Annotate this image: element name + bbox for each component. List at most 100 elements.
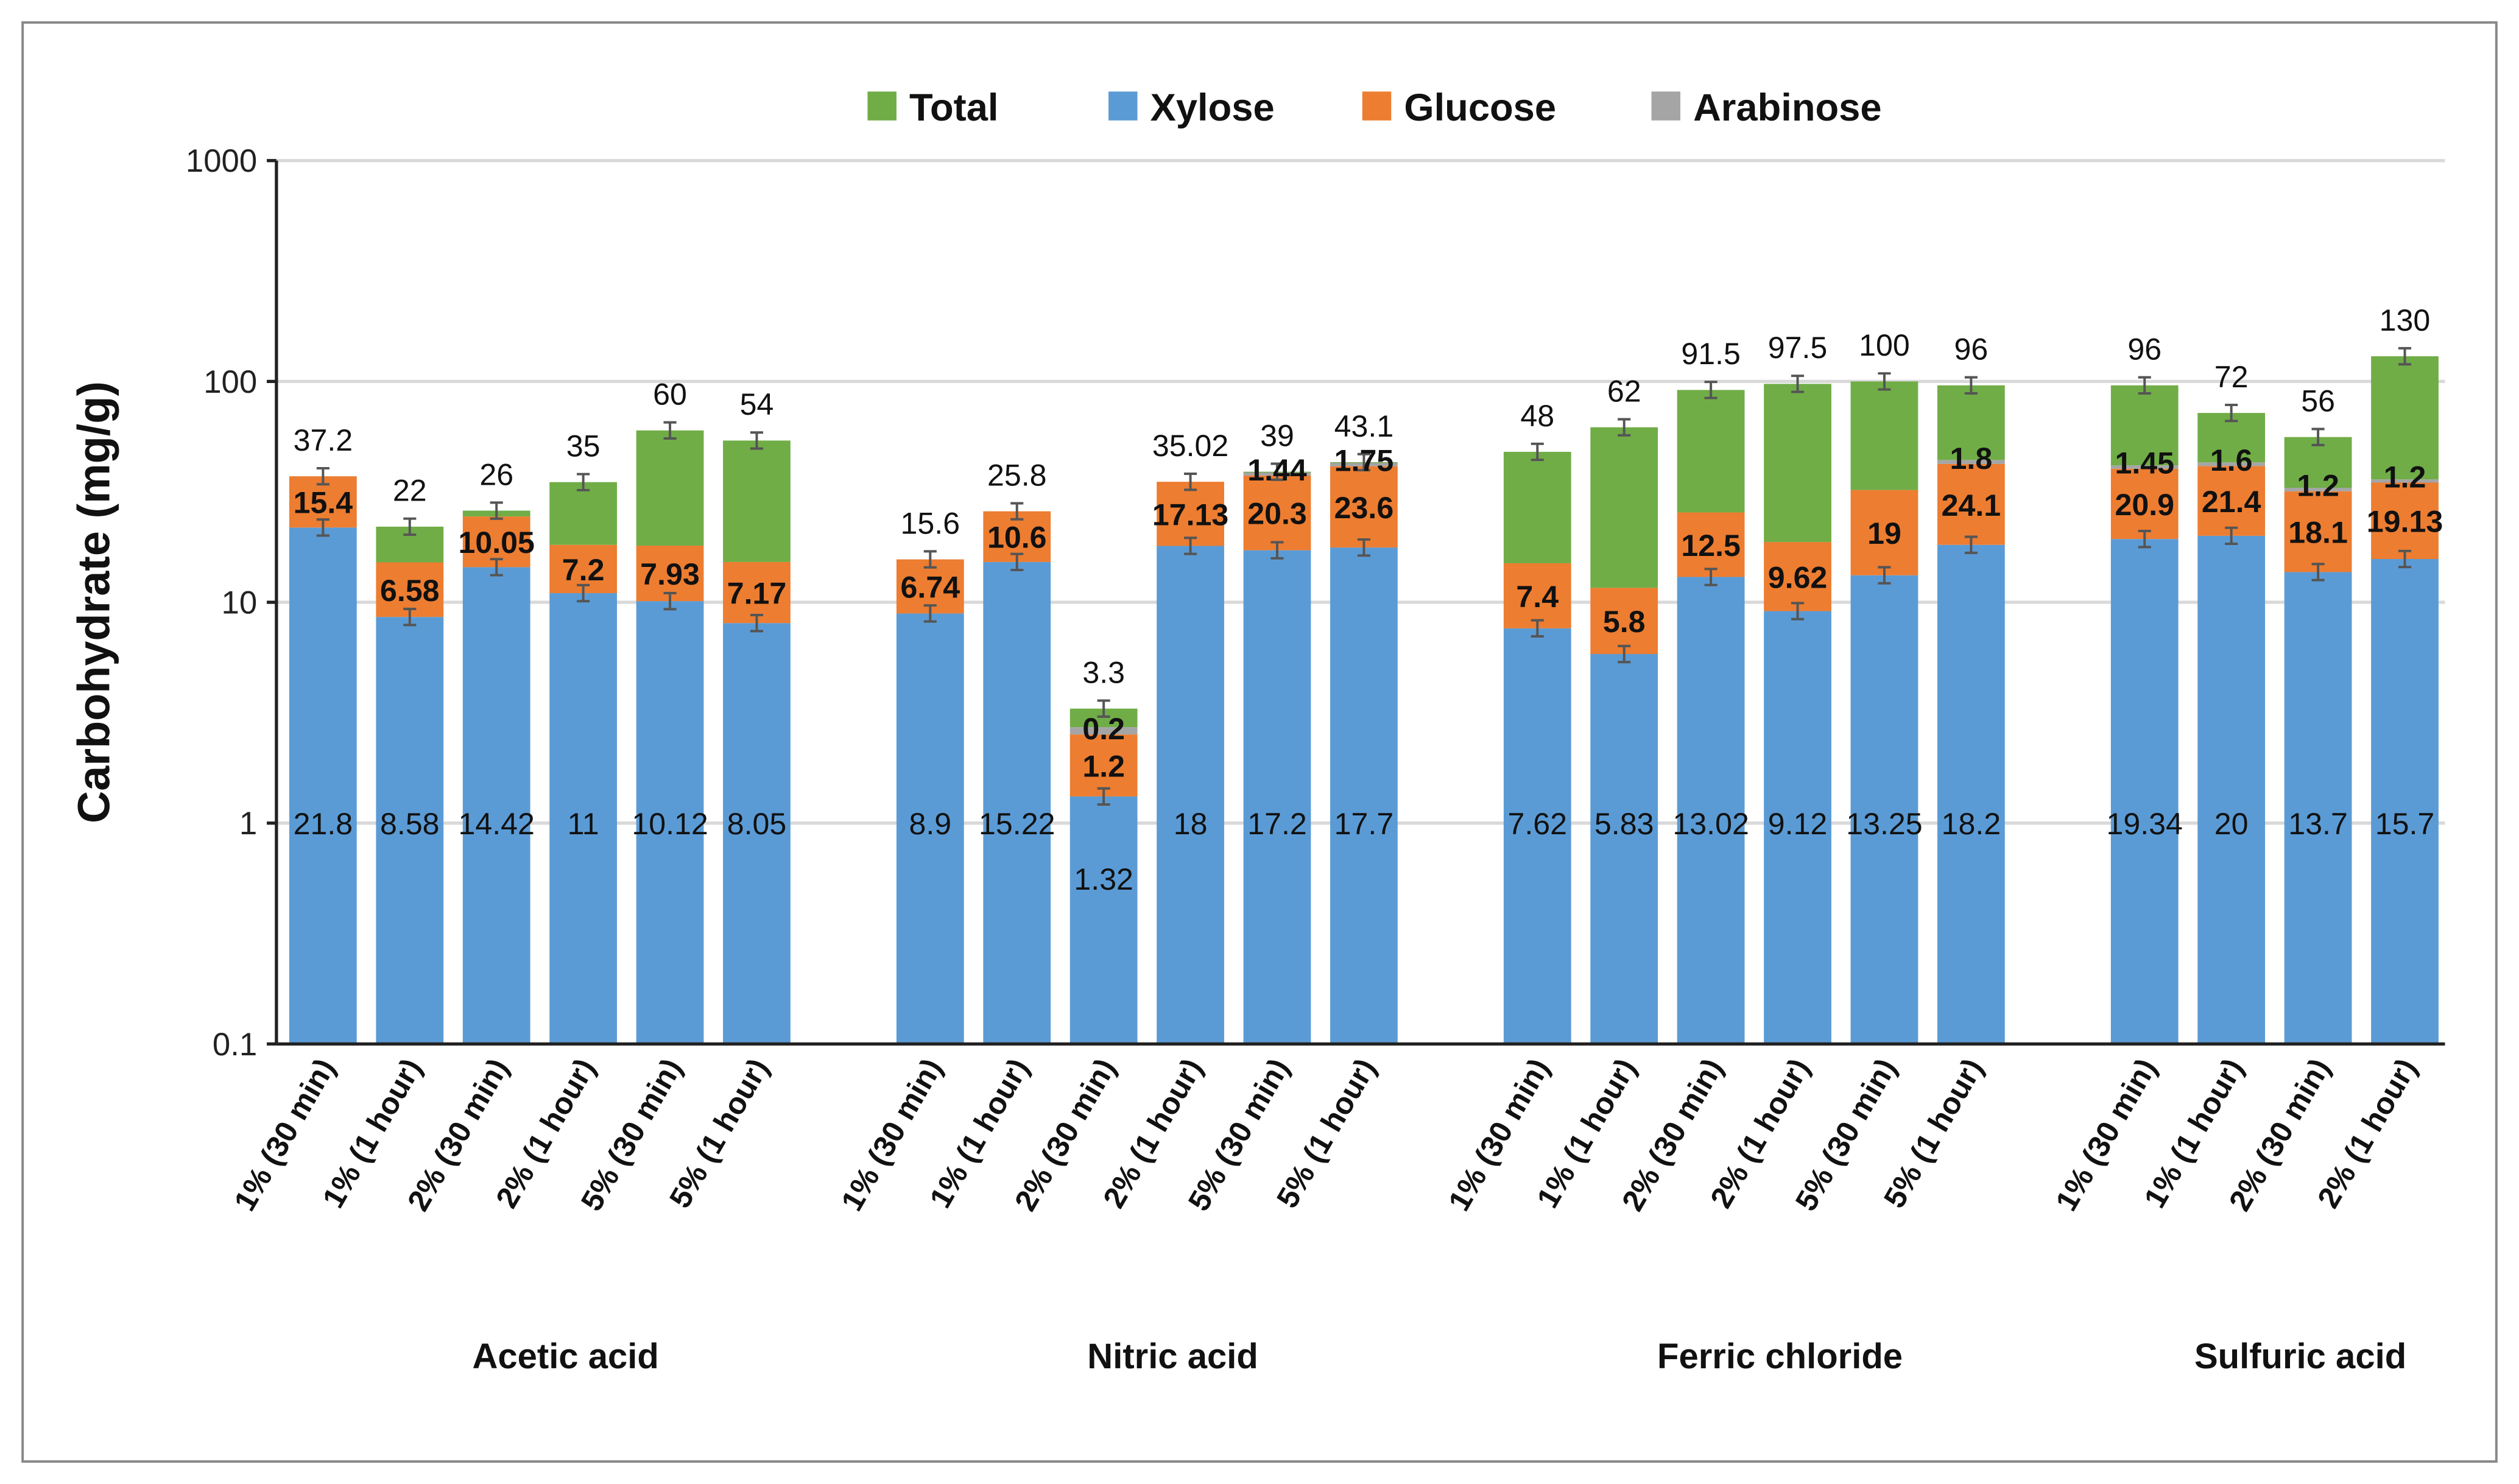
bar-segment-total bbox=[1590, 427, 1658, 588]
total-value-label: 15.6 bbox=[901, 506, 960, 540]
bar-segment-xylose bbox=[289, 527, 357, 1044]
bar-segment-xylose bbox=[1764, 611, 1831, 1044]
bar-segment-glucose bbox=[723, 561, 791, 624]
bar-segment-xylose bbox=[2110, 539, 2179, 1044]
total-value-label: 72 bbox=[2214, 360, 2249, 394]
bar-segment-xylose bbox=[2197, 535, 2266, 1044]
bar-segment-glucose bbox=[1590, 588, 1658, 655]
bar-segment-xylose bbox=[896, 613, 964, 1044]
total-value-label: 48 bbox=[1520, 399, 1554, 433]
bars bbox=[289, 346, 2439, 1044]
xylose-value-label: 8.58 bbox=[380, 807, 440, 841]
legend: Total Xylose Glucose Arabinose bbox=[867, 86, 1882, 129]
arabinose-value-label: 1.6 bbox=[2210, 443, 2253, 477]
glucose-value-label: 7.2 bbox=[562, 553, 605, 587]
bar-segment-glucose bbox=[1764, 542, 1831, 611]
total-value-label: 37.2 bbox=[294, 423, 353, 457]
bar-segment-arabinose bbox=[2110, 465, 2179, 469]
xylose-value-label: 13.7 bbox=[2288, 807, 2348, 841]
bar-segment-glucose bbox=[1850, 490, 1918, 575]
arabinose-value-label: 1.45 bbox=[2115, 446, 2174, 480]
y-tick-label: 1 bbox=[239, 806, 257, 842]
bar-segment-xylose bbox=[1677, 577, 1745, 1044]
total-value-label: 39 bbox=[1260, 418, 1294, 452]
xylose-value-label: 14.42 bbox=[459, 807, 535, 841]
bar-segment-xylose bbox=[1590, 654, 1658, 1044]
glucose-value-label: 5.8 bbox=[1603, 605, 1646, 639]
legend-swatch-arabinose bbox=[1651, 91, 1681, 121]
glucose-value-label: 15.4 bbox=[294, 486, 353, 520]
glucose-value-label: 9.62 bbox=[1768, 560, 1828, 594]
bar-segment-arabinose bbox=[2284, 488, 2352, 491]
group-label: Ferric chloride bbox=[1657, 1337, 1903, 1376]
xylose-value-label: 7.62 bbox=[1508, 807, 1568, 841]
y-tick-label: 1000 bbox=[186, 143, 257, 179]
bar-segment-glucose bbox=[1677, 512, 1745, 577]
xylose-value-label: 15.22 bbox=[979, 807, 1055, 841]
bar-segment-xylose bbox=[1243, 550, 1311, 1044]
bar-segment-total bbox=[2371, 356, 2439, 480]
xylose-value-label: 18 bbox=[1174, 807, 1208, 841]
xylose-value-label: 1.32 bbox=[1074, 862, 1133, 896]
legend-label-total: Total bbox=[909, 86, 998, 129]
glucose-value-label: 21.4 bbox=[2202, 485, 2261, 519]
xylose-value-label: 17.2 bbox=[1247, 807, 1307, 841]
total-value-label: 91.5 bbox=[1681, 337, 1741, 371]
bar-segment-xylose bbox=[636, 601, 704, 1044]
total-value-label: 62 bbox=[1607, 374, 1641, 408]
arabinose-value-label: 1.75 bbox=[1334, 444, 1394, 478]
legend-swatch-xylose bbox=[1108, 91, 1138, 121]
xylose-value-label: 17.7 bbox=[1334, 807, 1394, 841]
total-value-label: 60 bbox=[653, 378, 687, 412]
xylose-value-label: 8.05 bbox=[727, 807, 787, 841]
glucose-value-label: 10.05 bbox=[459, 526, 535, 560]
bar-segment-total bbox=[1850, 381, 1918, 490]
xylose-value-label: 8.9 bbox=[909, 807, 951, 841]
total-value-label: 35 bbox=[566, 429, 601, 463]
total-value-label: 100 bbox=[1859, 328, 1910, 362]
glucose-value-label: 17.13 bbox=[1152, 498, 1228, 532]
bar-segment-total bbox=[723, 440, 791, 562]
bar-segment-total bbox=[2110, 385, 2179, 466]
bar-segment-xylose bbox=[983, 561, 1051, 1044]
total-value-label: 26 bbox=[479, 457, 513, 491]
total-value-label: 35.02 bbox=[1152, 429, 1228, 463]
bar-segment-arabinose bbox=[1937, 460, 2005, 464]
bar-segment-total bbox=[549, 482, 618, 545]
glucose-value-label: 10.6 bbox=[987, 521, 1047, 555]
glucose-value-label: 19.13 bbox=[2367, 505, 2443, 539]
bar-segment-xylose bbox=[1069, 796, 1138, 1044]
total-value-label: 25.8 bbox=[987, 458, 1047, 492]
bar-segment-xylose bbox=[1330, 547, 1398, 1044]
y-tick-label: 10 bbox=[222, 585, 258, 621]
arabinose-value-label: 1.2 bbox=[2384, 460, 2426, 494]
group-label: Acetic acid bbox=[472, 1337, 658, 1376]
bar-segment-xylose bbox=[1157, 546, 1224, 1044]
legend-swatch-total bbox=[867, 91, 897, 121]
xylose-value-label: 13.25 bbox=[1846, 807, 1922, 841]
arabinose-value-label: 1.2 bbox=[2297, 469, 2339, 503]
bar-segment-glucose bbox=[2197, 466, 2266, 536]
bar-segment-glucose bbox=[1069, 734, 1138, 797]
xylose-value-label: 10.12 bbox=[632, 807, 708, 841]
glucose-value-label: 20.3 bbox=[1247, 497, 1307, 531]
bar-segment-glucose bbox=[2371, 482, 2439, 559]
bar-segment-glucose bbox=[1937, 463, 2005, 545]
bar-segment-total bbox=[636, 430, 704, 546]
xylose-value-label: 21.8 bbox=[294, 807, 353, 841]
y-tick-label: 0.1 bbox=[213, 1027, 257, 1063]
bar-segment-total bbox=[1937, 385, 2005, 460]
glucose-value-label: 20.9 bbox=[2115, 488, 2174, 522]
arabinose-value-label: 0.2 bbox=[1082, 712, 1125, 746]
bar-segment-glucose bbox=[1503, 563, 1571, 628]
glucose-value-label: 23.6 bbox=[1334, 491, 1394, 525]
xylose-value-label: 9.12 bbox=[1768, 807, 1828, 841]
total-value-label: 96 bbox=[1954, 332, 1989, 367]
bar-segment-xylose bbox=[2371, 558, 2439, 1044]
bar-segment-xylose bbox=[2284, 572, 2352, 1044]
total-value-label: 54 bbox=[740, 387, 774, 421]
group-label: Nitric acid bbox=[1087, 1337, 1258, 1376]
bar-segment-glucose bbox=[636, 546, 704, 602]
xylose-value-label: 5.83 bbox=[1594, 807, 1654, 841]
glucose-value-label: 19 bbox=[1867, 516, 1901, 550]
